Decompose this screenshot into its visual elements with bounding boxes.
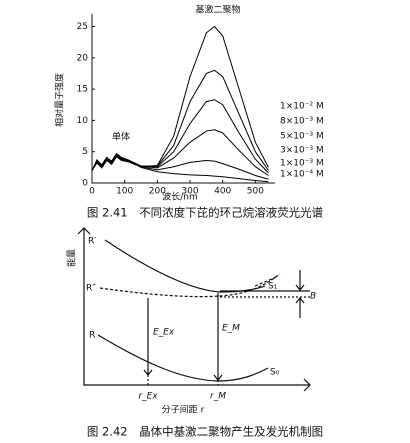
- y-tick-label: 20: [77, 53, 89, 63]
- spectrum: [91, 25, 269, 171]
- label: R′: [88, 237, 96, 247]
- x-tick-label: 200: [149, 187, 166, 197]
- spectrum: [91, 152, 269, 183]
- arrow: [77, 227, 91, 235]
- x-tick-label: 0: [89, 187, 95, 197]
- series-label: 5×10⁻³ M: [280, 132, 324, 142]
- series-label: 1×10⁻² M: [280, 102, 324, 112]
- series-label: 1×10⁻⁴ M: [280, 170, 324, 180]
- label: r_M: [210, 392, 226, 402]
- y-tick-label: 0: [82, 179, 88, 189]
- label: E_Ex: [153, 328, 175, 338]
- diagram: [77, 227, 311, 392]
- label: E_M: [222, 324, 240, 334]
- curve: [104, 239, 266, 293]
- guide: [147, 375, 219, 385]
- y-tick-label: 15: [77, 85, 88, 95]
- label: B: [310, 292, 316, 302]
- arrow: [303, 378, 311, 392]
- plot: 0 100 200 300 400 500 0 5 10 15 20 25 1×10⁻² M 8×10⁻³…: [77, 14, 324, 197]
- caption: 图 2.42 晶体中基激二聚物产生及发光机制图: [87, 425, 323, 439]
- y-tick-label: 10: [77, 116, 89, 126]
- series-label: 3×10⁻³ M: [280, 146, 324, 156]
- x-tick-label: 500: [247, 187, 264, 197]
- x-axis-label: 波长/nm: [162, 191, 198, 203]
- curve: [99, 273, 281, 298]
- label: 分子间距 r: [162, 404, 205, 416]
- x-tick-label: 400: [214, 187, 231, 197]
- label: R″: [86, 284, 96, 294]
- annotation: 单体: [112, 131, 130, 143]
- label: S₀: [270, 368, 280, 378]
- label: S₁: [268, 282, 278, 292]
- axes: [83, 228, 310, 386]
- annotation: 基激二聚物: [195, 4, 240, 16]
- y-tick-label: 25: [77, 22, 88, 32]
- y-axis-label: 相对量子强度: [54, 73, 66, 127]
- x-tick-label: 100: [116, 187, 133, 197]
- caption: 图 2.41 不同浓度下芘的环己烷溶液荧光光谱: [87, 206, 324, 220]
- gap-arrow: [295, 270, 305, 318]
- label: r_Ex: [138, 392, 158, 402]
- curve: [97, 334, 269, 382]
- label: R: [89, 331, 95, 341]
- label: 能量: [66, 249, 78, 267]
- series-label: 8×10⁻³ M: [280, 117, 324, 127]
- x-tick-label: 300: [181, 187, 198, 197]
- series-label: 1×10⁻³ M: [280, 159, 324, 169]
- curve: [254, 275, 279, 287]
- y-tick-label: 5: [82, 147, 88, 157]
